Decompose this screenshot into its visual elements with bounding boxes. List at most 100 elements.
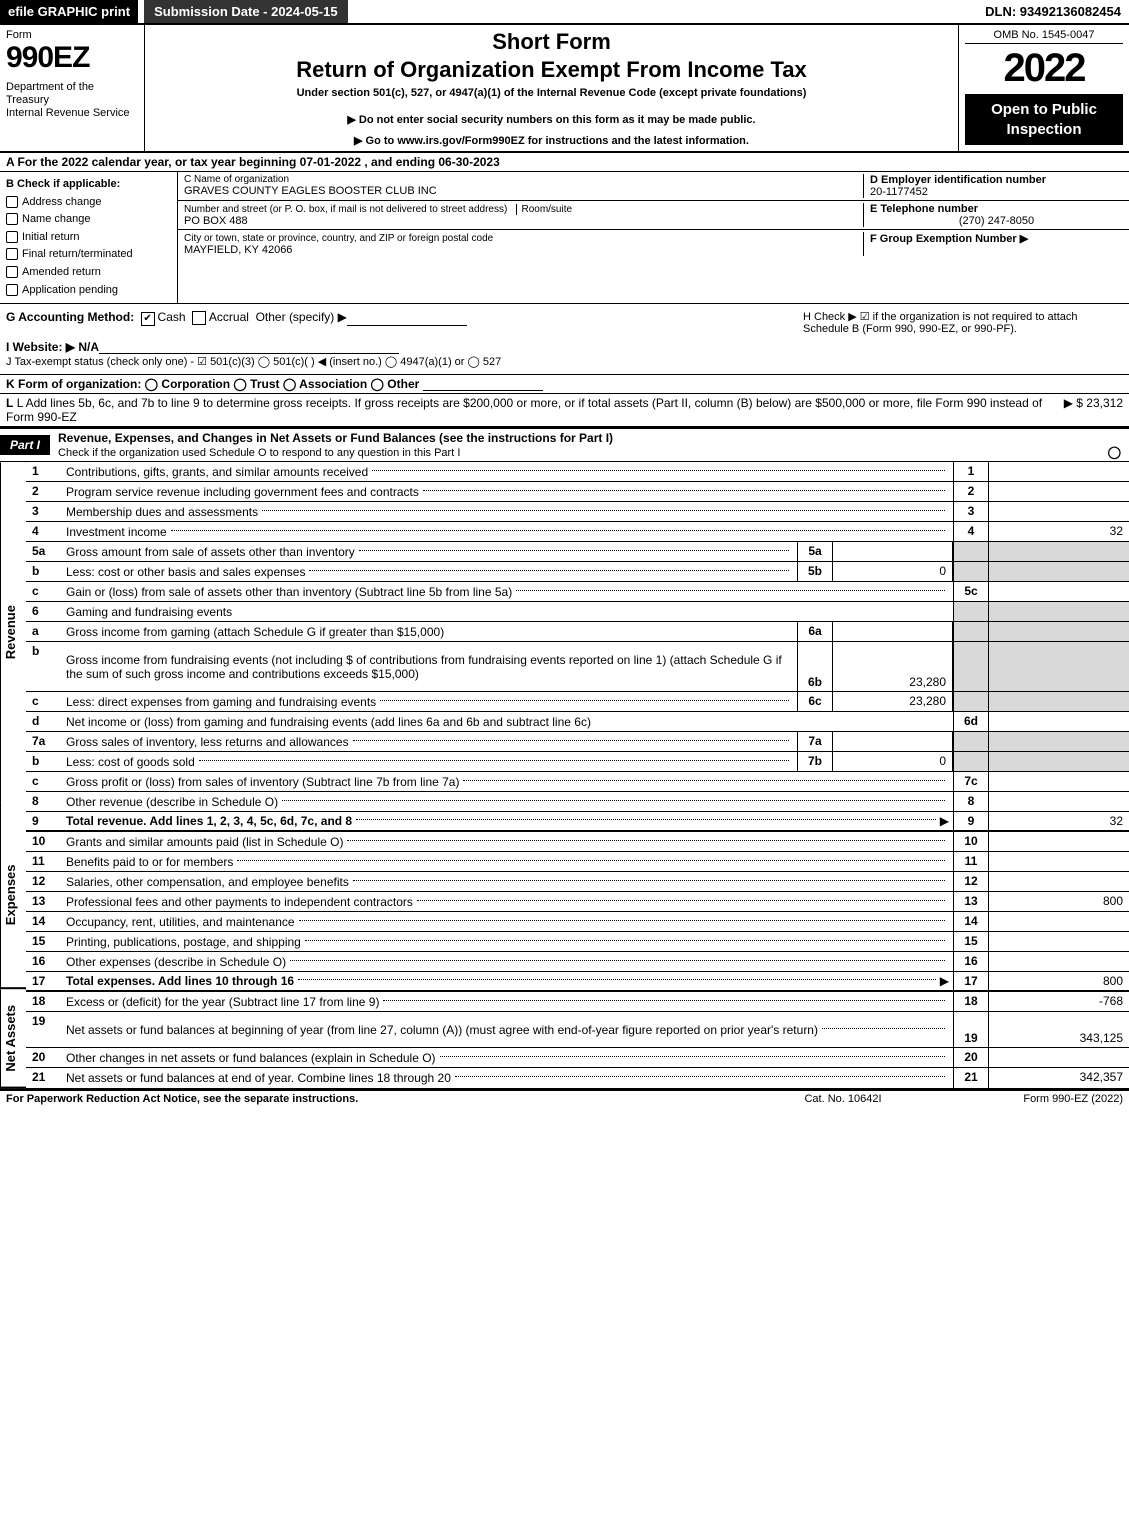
check-application-pending[interactable]: Application pending <box>6 282 171 300</box>
arrow-icon <box>940 974 949 988</box>
instructions-link[interactable]: ▶ Go to www.irs.gov/Form990EZ for instru… <box>153 134 950 147</box>
footer-paperwork: For Paperwork Reduction Act Notice, see … <box>6 1093 743 1105</box>
sub-num: 7b <box>797 752 833 771</box>
side-net-assets: Net Assets <box>0 990 26 1089</box>
k-text: K Form of organization: ◯ Corporation ◯ … <box>6 377 419 391</box>
part-i-title-text: Revenue, Expenses, and Changes in Net As… <box>58 431 613 445</box>
row-num: b <box>26 642 62 691</box>
column-c-d-e-f: C Name of organization GRAVES COUNTY EAG… <box>178 172 1129 303</box>
table-row: c Gain or (loss) from sale of assets othe… <box>26 582 1129 602</box>
col-num: 6d <box>953 712 989 731</box>
col-num: 9 <box>953 812 989 830</box>
row-desc: Other changes in net assets or fund bala… <box>66 1051 436 1065</box>
row-desc: Other revenue (describe in Schedule O) <box>66 795 278 809</box>
row-num: 16 <box>26 952 62 971</box>
part-i-title: Revenue, Expenses, and Changes in Net As… <box>50 429 1129 461</box>
part-i-check-text: Check if the organization used Schedule … <box>58 447 460 459</box>
col-num: 1 <box>953 462 989 481</box>
org-name: GRAVES COUNTY EAGLES BOOSTER CLUB INC <box>184 185 863 197</box>
row-desc: Occupancy, rent, utilities, and maintena… <box>66 915 295 929</box>
row-num: 21 <box>26 1068 62 1088</box>
table-row: bLess: cost of goods sold7b0 <box>26 752 1129 772</box>
l-text: L Add lines 5b, 6c, and 7b to line 9 to … <box>6 396 1042 424</box>
row-num: 18 <box>26 992 62 1011</box>
check-name-change[interactable]: Name change <box>6 211 171 229</box>
omb-number: OMB No. 1545-0047 <box>965 29 1123 44</box>
department-label: Department of the Treasury Internal Reve… <box>6 81 138 121</box>
room-label: Room/suite <box>516 204 572 215</box>
sub-num: 6c <box>797 692 833 711</box>
row-desc: Grants and similar amounts paid (list in… <box>66 835 343 849</box>
row-desc: Gross amount from sale of assets other t… <box>66 545 355 559</box>
row-num: 4 <box>26 522 62 541</box>
row-num: 6 <box>26 602 62 621</box>
form-header: Form 990EZ Department of the Treasury In… <box>0 25 1129 153</box>
row-desc: Gaming and fundraising events <box>66 605 232 619</box>
dln-number: DLN: 93492136082454 <box>977 0 1129 23</box>
col-num: 11 <box>953 852 989 871</box>
row-num: c <box>26 582 62 601</box>
top-bar: efile GRAPHIC print Submission Date - 20… <box>0 0 1129 25</box>
e-label: E Telephone number <box>870 203 978 215</box>
part-i-check-box[interactable]: ◯ <box>1108 445 1121 459</box>
row-desc: Printing, publications, postage, and shi… <box>66 935 301 949</box>
sub-val: 23,280 <box>833 692 953 711</box>
row-num: 13 <box>26 892 62 911</box>
col-val-shade <box>989 752 1129 771</box>
col-num: 20 <box>953 1048 989 1067</box>
row-desc: Net income or (loss) from gaming and fun… <box>66 715 591 729</box>
ein-value: 20-1177452 <box>870 186 928 198</box>
col-val-shade <box>989 642 1129 691</box>
row-desc: Gain or (loss) from sale of assets other… <box>66 585 512 599</box>
efile-print-button[interactable]: efile GRAPHIC print <box>0 0 138 23</box>
check-accrual[interactable] <box>189 310 209 324</box>
footer-form-ref: Form 990-EZ (2022) <box>943 1093 1123 1105</box>
addr-label: Number and street (or P. O. box, if mail… <box>184 204 507 215</box>
row-num: 10 <box>26 832 62 851</box>
col-num: 14 <box>953 912 989 931</box>
table-row: bLess: cost or other basis and sales exp… <box>26 562 1129 582</box>
row-desc: Benefits paid to or for members <box>66 855 233 869</box>
col-num: 7c <box>953 772 989 791</box>
i-website: I Website: ▶ N/A <box>6 340 99 354</box>
column-b-checkboxes: B Check if applicable: Address change Na… <box>0 172 178 303</box>
check-final-return[interactable]: Final return/terminated <box>6 246 171 264</box>
row-desc: Net assets or fund balances at beginning… <box>66 1023 818 1037</box>
col-val-shade <box>989 692 1129 711</box>
check-initial-return[interactable]: Initial return <box>6 229 171 247</box>
table-row: dNet income or (loss) from gaming and fu… <box>26 712 1129 732</box>
sub-num: 5a <box>797 542 833 561</box>
side-revenue: Revenue <box>0 462 26 802</box>
check-amended-return[interactable]: Amended return <box>6 264 171 282</box>
table-row: 7aGross sales of inventory, less returns… <box>26 732 1129 752</box>
row-desc: Investment income <box>66 525 167 539</box>
row-a-tax-year: A For the 2022 calendar year, or tax yea… <box>0 153 1129 172</box>
col-val <box>989 482 1129 501</box>
j-tax-exempt: J Tax-exempt status (check only one) - ☑… <box>6 356 501 368</box>
table-row: 19 Net assets or fund balances at beginni… <box>26 1012 1129 1048</box>
col-num: 10 <box>953 832 989 851</box>
k-other-input[interactable] <box>423 379 543 391</box>
row-num: b <box>26 752 62 771</box>
col-val: 32 <box>989 522 1129 541</box>
h-schedule-b: H Check ▶ ☑ if the organization is not r… <box>803 310 1123 368</box>
row-desc: Excess or (deficit) for the year (Subtra… <box>66 995 379 1009</box>
col-num: 19 <box>953 1012 989 1047</box>
sub-val: 23,280 <box>833 642 953 691</box>
col-val-shade <box>989 622 1129 641</box>
col-val <box>989 792 1129 811</box>
other-specify-input[interactable] <box>347 314 467 326</box>
part-i-table: Revenue Expenses Net Assets 1Contributio… <box>0 462 1129 1090</box>
city-label: City or town, state or province, country… <box>184 233 493 244</box>
col-num: 2 <box>953 482 989 501</box>
row-desc: Gross income from gaming (attach Schedul… <box>66 625 444 639</box>
telephone-value: (270) 247-8050 <box>870 215 1123 227</box>
website-input[interactable] <box>99 342 399 354</box>
sub-val <box>833 732 953 751</box>
sub-val <box>833 622 953 641</box>
check-cash[interactable] <box>138 310 158 324</box>
row-desc: Less: direct expenses from gaming and fu… <box>66 695 376 709</box>
form-label: Form <box>6 29 138 41</box>
row-num: 2 <box>26 482 62 501</box>
check-address-change[interactable]: Address change <box>6 194 171 212</box>
